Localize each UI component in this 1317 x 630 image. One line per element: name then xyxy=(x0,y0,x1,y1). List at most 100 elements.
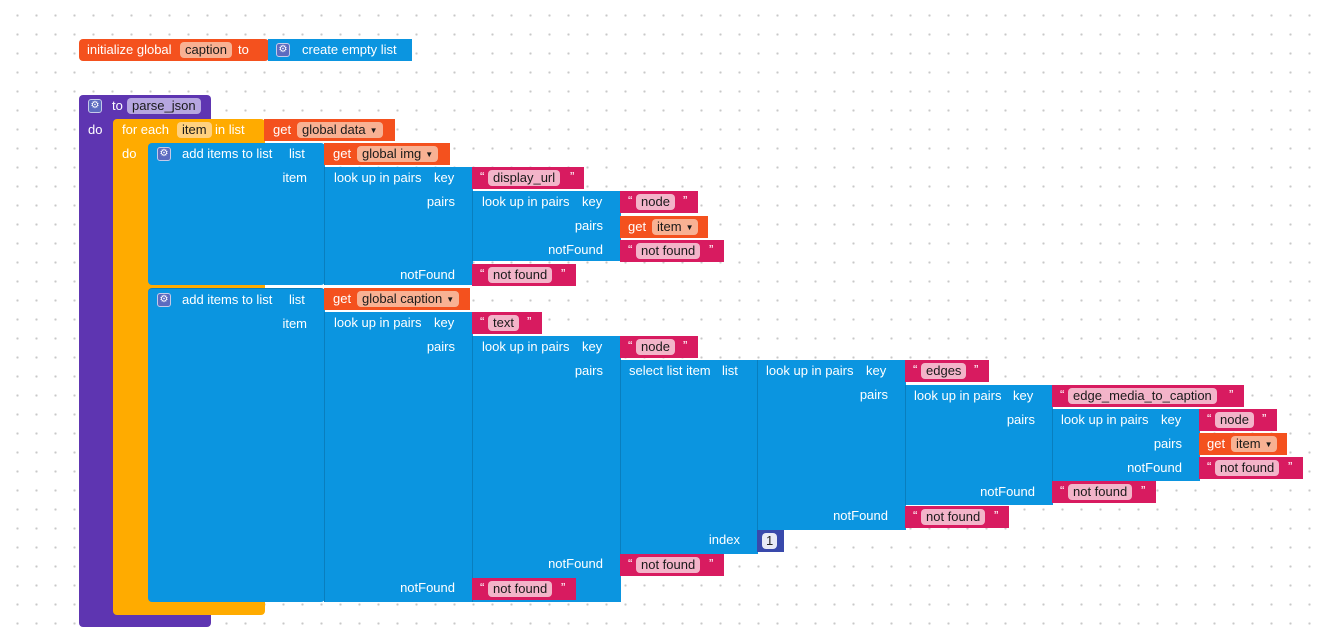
close-quote-icon: ” xyxy=(709,242,714,257)
text-not-found-block-7[interactable]: “ not found ” xyxy=(472,578,576,600)
text-value[interactable]: not found xyxy=(488,267,553,283)
text-not-found-block-4[interactable]: “ not found ” xyxy=(1052,481,1156,503)
close-quote-icon: ” xyxy=(1262,411,1267,426)
procedure-name[interactable]: parse_json xyxy=(127,98,201,114)
close-quote-icon: ” xyxy=(561,266,566,281)
pairs-label: pairs xyxy=(426,194,455,209)
text-not-found-block-6[interactable]: “ not found ” xyxy=(620,554,724,576)
get-label: get xyxy=(628,219,647,234)
text-not-found-block-3[interactable]: “ not found ” xyxy=(1199,457,1303,479)
lookup-label: look up in pairs xyxy=(482,339,570,354)
notfound-label: notFound xyxy=(548,556,603,571)
get-var-dropdown[interactable]: global caption ▼ xyxy=(357,291,460,307)
get-item-block-1[interactable]: get item ▼ xyxy=(620,216,708,238)
open-quote-icon: “ xyxy=(480,266,485,281)
get-var-dropdown[interactable]: global img ▼ xyxy=(357,146,439,162)
create-empty-list-block[interactable]: ⚙ create empty list xyxy=(268,39,412,61)
text-value[interactable]: edge_media_to_caption xyxy=(1068,388,1217,404)
list-label: list xyxy=(722,363,738,378)
init-to-label: to xyxy=(238,42,249,57)
text-node-block-1[interactable]: “ node ” xyxy=(620,191,698,213)
init-var-name[interactable]: caption xyxy=(180,42,232,58)
close-quote-icon: ” xyxy=(683,193,688,208)
lookup-node-block-1[interactable]: look up in pairs key pairs notFound xyxy=(472,191,621,261)
lookup-text-block[interactable]: look up in pairs key pairs notFound xyxy=(324,312,473,602)
text-not-found-block-2[interactable]: “ not found ” xyxy=(472,264,576,286)
open-quote-icon: “ xyxy=(628,338,633,353)
dropdown-arrow-icon: ▼ xyxy=(685,223,694,232)
dropdown-arrow-icon: ▼ xyxy=(1264,440,1273,449)
text-value[interactable]: text xyxy=(488,315,519,331)
pairs-label: pairs xyxy=(426,339,455,354)
key-label: key xyxy=(582,194,603,209)
text-edges-block[interactable]: “ edges ” xyxy=(905,360,989,382)
lookup-display-url-block[interactable]: look up in pairs key pairs notFound xyxy=(324,167,473,285)
get-item-block-2[interactable]: get item ▼ xyxy=(1199,433,1287,455)
text-value[interactable]: not found xyxy=(1068,484,1133,500)
number-value[interactable]: 1 xyxy=(762,533,778,549)
text-value[interactable]: not found xyxy=(636,243,701,259)
initialize-global-block[interactable]: initialize global caption to xyxy=(79,39,269,61)
get-global-caption-block[interactable]: get global caption ▼ xyxy=(324,288,470,310)
close-quote-icon: ” xyxy=(561,580,566,595)
open-quote-icon: “ xyxy=(480,580,485,595)
get-var-dropdown[interactable]: global data ▼ xyxy=(297,122,383,138)
open-quote-icon: “ xyxy=(1060,387,1065,402)
text-value[interactable]: node xyxy=(636,339,675,355)
get-label: get xyxy=(333,146,352,161)
text-value[interactable]: not found xyxy=(1215,460,1280,476)
for-each-var[interactable]: item xyxy=(177,122,212,138)
text-edge-media-block[interactable]: “ edge_media_to_caption ” xyxy=(1052,385,1244,407)
list-label: list xyxy=(289,292,305,307)
get-var-dropdown[interactable]: item ▼ xyxy=(1231,436,1278,452)
add-items-block-1[interactable]: ⚙ add items to list list item xyxy=(148,143,325,285)
add-items-block-2[interactable]: ⚙ add items to list list item xyxy=(148,288,325,602)
mutator-gear-icon[interactable]: ⚙ xyxy=(276,43,290,57)
text-display-url-block[interactable]: “ display_url ” xyxy=(472,167,584,189)
add-items-gear-icon[interactable]: ⚙ xyxy=(157,147,171,161)
text-value[interactable]: node xyxy=(1215,412,1254,428)
procedure-gear-icon[interactable]: ⚙ xyxy=(88,99,102,113)
text-not-found-block-1[interactable]: “ not found ” xyxy=(620,240,724,262)
notfound-label: notFound xyxy=(548,242,603,257)
lookup-node-block-3[interactable]: look up in pairs key pairs notFound xyxy=(1052,409,1200,481)
text-value[interactable]: display_url xyxy=(488,170,561,186)
text-text-block[interactable]: “ text ” xyxy=(472,312,542,334)
close-quote-icon: ” xyxy=(1141,483,1146,498)
open-quote-icon: “ xyxy=(913,362,918,377)
dropdown-arrow-icon: ▼ xyxy=(446,295,455,304)
text-value[interactable]: not found xyxy=(488,581,553,597)
key-label: key xyxy=(1013,388,1034,403)
lookup-label: look up in pairs xyxy=(334,170,422,185)
text-value[interactable]: not found xyxy=(636,557,701,573)
text-node-block-2[interactable]: “ node ” xyxy=(620,336,698,358)
var-name: global caption xyxy=(362,291,443,306)
key-label: key xyxy=(434,170,455,185)
lookup-edge-media-block[interactable]: look up in pairs key pairs notFound xyxy=(905,385,1053,505)
open-quote-icon: “ xyxy=(1060,483,1065,498)
lookup-label: look up in pairs xyxy=(1061,412,1149,427)
close-quote-icon: ” xyxy=(1288,459,1293,474)
number-block[interactable]: 1 xyxy=(757,530,784,552)
var-name: item xyxy=(657,219,682,234)
text-value[interactable]: node xyxy=(636,194,675,210)
text-node-block-3[interactable]: “ node ” xyxy=(1199,409,1277,431)
notfound-label: notFound xyxy=(1127,460,1182,475)
add-items-gear-icon[interactable]: ⚙ xyxy=(157,293,171,307)
lookup-label: look up in pairs xyxy=(334,315,422,330)
open-quote-icon: “ xyxy=(913,508,918,523)
lookup-node-block-2[interactable]: look up in pairs key pairs notFound xyxy=(472,336,621,602)
text-value[interactable]: edges xyxy=(921,363,967,379)
var-name: item xyxy=(1236,436,1261,451)
pairs-label: pairs xyxy=(1006,412,1035,427)
lookup-edges-block[interactable]: look up in pairs key pairs notFound xyxy=(757,360,906,530)
text-not-found-block-5[interactable]: “ not found ” xyxy=(905,506,1009,528)
text-value[interactable]: not found xyxy=(921,509,986,525)
get-global-img-block[interactable]: get global img ▼ xyxy=(324,143,450,165)
get-label: get xyxy=(1207,436,1226,451)
select-list-item-block[interactable]: select list item list index xyxy=(620,360,758,554)
close-quote-icon: ” xyxy=(527,314,532,329)
get-global-data-block[interactable]: get global data ▼ xyxy=(264,119,395,141)
get-var-dropdown[interactable]: item ▼ xyxy=(652,219,699,235)
select-list-item-label: select list item xyxy=(629,363,711,378)
